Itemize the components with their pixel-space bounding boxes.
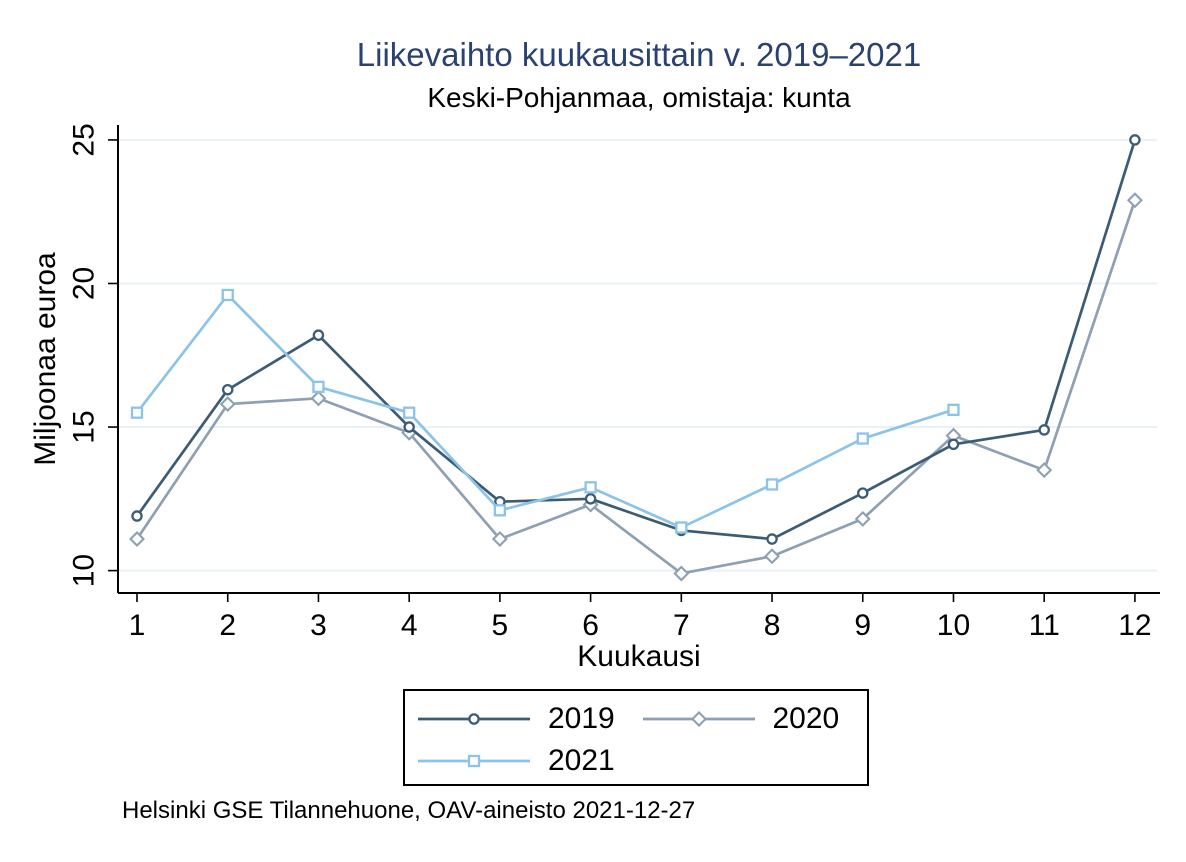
legend-swatch-2020-icon xyxy=(642,711,755,727)
marker-diamond xyxy=(1126,192,1143,209)
x-tick-label-1: 1 xyxy=(129,609,146,642)
x-tick-label-7: 7 xyxy=(673,609,690,642)
legend-row: 2019 2020 xyxy=(418,698,867,740)
marker-square xyxy=(675,521,688,534)
series-2021 xyxy=(130,288,960,534)
y-tick-label-25: 25 xyxy=(67,123,100,156)
marker-circle xyxy=(468,713,480,725)
series-2020 xyxy=(129,192,1143,582)
x-tick-label-11: 11 xyxy=(1029,609,1060,642)
marker-circle xyxy=(1129,134,1141,146)
marker-circle xyxy=(766,533,778,545)
legend: 2019 2020 2021 xyxy=(403,689,869,786)
series-2019 xyxy=(131,134,1141,545)
marker-diamond xyxy=(310,390,327,407)
x-tick-label-5: 5 xyxy=(492,609,509,642)
legend-swatch-2019-icon xyxy=(418,713,530,725)
marker-square xyxy=(467,754,481,768)
marker-square xyxy=(584,481,597,494)
marker-diamond xyxy=(219,396,236,413)
source-note: Helsinki GSE Tilannehuone, OAV-aineisto … xyxy=(122,797,696,824)
chart-subtitle: Keski-Pohjanmaa, omistaja: kunta xyxy=(427,82,851,113)
x-tick-label-12: 12 xyxy=(1118,609,1151,642)
x-tick-label-9: 9 xyxy=(854,609,871,642)
legend-item-2020: 2020 xyxy=(642,698,868,740)
legend-label-2020: 2020 xyxy=(772,702,840,735)
marker-circle xyxy=(857,487,869,499)
legend-item-2021: 2021 xyxy=(418,740,659,782)
x-tick-label-6: 6 xyxy=(582,609,599,642)
marker-diamond xyxy=(690,711,707,727)
marker-diamond xyxy=(673,565,690,582)
marker-square xyxy=(221,288,234,302)
marker-square xyxy=(130,406,144,419)
marker-circle xyxy=(1038,424,1050,436)
legend-row: 2021 xyxy=(418,740,867,782)
marker-square xyxy=(493,504,507,517)
legend-label-2021: 2021 xyxy=(548,744,615,777)
x-tick-label-10: 10 xyxy=(937,609,970,642)
x-tick-label-4: 4 xyxy=(401,609,418,642)
x-tick-label-3: 3 xyxy=(310,609,327,642)
x-tick-label-8: 8 xyxy=(764,609,781,642)
y-tick-label-20: 20 xyxy=(68,267,101,300)
marker-square xyxy=(765,478,779,491)
marker-diamond xyxy=(491,531,508,548)
marker-circle xyxy=(947,438,960,451)
legend-swatch-2021-icon xyxy=(418,754,530,768)
marker-diamond xyxy=(854,510,871,527)
line-2020 xyxy=(135,199,1137,575)
line-2021 xyxy=(135,293,954,529)
marker-diamond xyxy=(1036,462,1053,479)
marker-diamond xyxy=(764,548,781,565)
marker-square xyxy=(856,432,869,445)
marker-circle xyxy=(584,493,597,505)
x-axis-title: Kuukausi xyxy=(577,640,701,673)
y-tick-label-10: 10 xyxy=(68,554,101,587)
marker-circle xyxy=(312,329,325,341)
marker-square xyxy=(947,403,960,416)
legend-label-2019: 2019 xyxy=(548,702,615,735)
marker-circle xyxy=(403,421,415,433)
chart-title: Liikevaihto kuukausittain v. 2019–2021 xyxy=(356,36,922,73)
y-tick-label-15: 15 xyxy=(68,410,101,443)
marker-square xyxy=(312,380,325,394)
legend-item-2019: 2019 xyxy=(418,698,643,740)
marker-circle xyxy=(131,510,143,522)
line-2019 xyxy=(135,139,1137,541)
marker-circle xyxy=(221,383,234,396)
marker-square xyxy=(403,406,416,419)
marker-diamond xyxy=(129,531,145,548)
x-tick-label-2: 2 xyxy=(219,609,236,642)
